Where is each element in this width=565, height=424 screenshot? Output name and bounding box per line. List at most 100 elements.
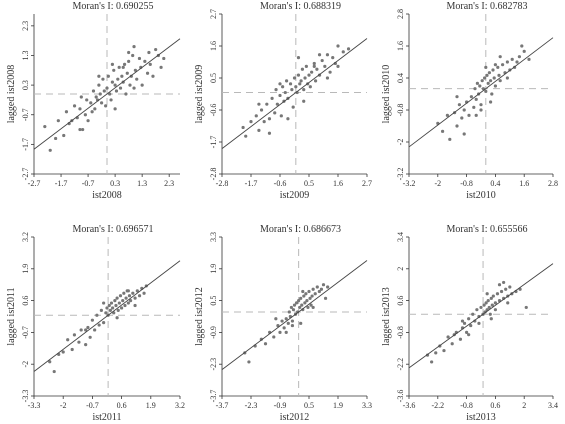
y-tick-label: 1.3 <box>21 50 30 60</box>
data-point <box>114 303 118 308</box>
data-point <box>70 347 74 352</box>
data-point <box>346 47 351 51</box>
y-tick-label: 0.6 <box>396 296 405 306</box>
data-point <box>274 317 278 321</box>
x-tick-label: -3.3 <box>28 401 41 410</box>
data-point <box>483 310 487 314</box>
data-point <box>114 89 119 93</box>
data-point <box>297 299 301 303</box>
data-point <box>501 63 505 67</box>
data-point <box>113 107 117 111</box>
data-point <box>102 89 106 93</box>
panel-title: Moran's I: 0.655566 <box>447 224 528 235</box>
data-point <box>455 124 459 128</box>
y-tick-label: -1.7 <box>209 136 218 149</box>
data-point <box>485 292 489 296</box>
x-tick-label: -2.8 <box>216 179 229 188</box>
data-point <box>278 93 282 98</box>
data-point <box>490 92 494 96</box>
data-point <box>115 316 119 320</box>
data-point <box>132 86 136 90</box>
panel-title: Moran's I: 0.686673 <box>260 224 341 235</box>
data-point <box>471 312 475 316</box>
x-tick-label: -0.7 <box>82 179 95 188</box>
data-point <box>311 287 315 291</box>
data-point <box>460 116 464 120</box>
data-point <box>97 323 101 327</box>
x-tick-label: 0.3 <box>110 179 120 188</box>
regression-line <box>221 38 368 149</box>
data-point <box>91 89 96 93</box>
data-point <box>307 289 311 294</box>
x-tick-label: -1.7 <box>245 179 258 188</box>
x-tick-label: 2 <box>522 401 526 410</box>
y-tick-label: -2.3 <box>209 358 218 371</box>
data-point <box>294 85 298 89</box>
data-point <box>306 305 310 310</box>
data-point <box>110 80 115 84</box>
data-point <box>294 301 299 305</box>
data-point <box>491 294 495 298</box>
data-point <box>291 105 295 109</box>
data-point <box>276 323 280 328</box>
data-point <box>289 305 293 310</box>
data-point <box>479 305 483 310</box>
data-point <box>106 74 110 78</box>
x-tick-label: -2 <box>60 401 67 410</box>
data-point <box>274 88 278 92</box>
data-point <box>506 301 510 305</box>
data-point <box>286 321 290 325</box>
data-point <box>462 132 466 136</box>
data-point <box>313 79 318 83</box>
data-point <box>300 67 305 71</box>
data-point <box>89 101 93 105</box>
y-tick-label: 3.2 <box>21 232 30 242</box>
x-axis-label: ist2010 <box>466 190 495 201</box>
data-point <box>108 308 112 312</box>
data-point <box>304 64 308 68</box>
data-point <box>93 328 97 332</box>
data-point <box>489 317 493 321</box>
data-point <box>54 136 58 141</box>
data-point <box>62 133 66 138</box>
data-point <box>133 303 137 308</box>
x-tick-label: 0.5 <box>304 401 314 410</box>
scatter-panel-3: Moran's I: 0.682783 -3.2 -2 -0.8 0.4 1.6 2.8 -3… <box>381 1 558 201</box>
data-point <box>484 89 488 93</box>
data-point <box>78 107 82 111</box>
data-point <box>247 360 251 364</box>
data-point <box>307 73 311 77</box>
scatter-panel-2: Moran's I: 0.688319 -2.8 -1.7 -0.6 0.5 1.6 2.7… <box>194 1 372 201</box>
x-tick-label: -1.7 <box>55 179 68 188</box>
data-point <box>302 99 306 103</box>
data-point <box>457 103 461 107</box>
data-point <box>78 127 82 132</box>
x-axis-label: ist2009 <box>280 190 309 201</box>
x-tick-label: 0.5 <box>304 179 314 188</box>
y-tick-label: -2.2 <box>396 358 405 371</box>
y-axis-label: lagged ist2011 <box>6 287 17 345</box>
data-point <box>61 350 65 354</box>
data-point <box>292 303 297 307</box>
data-point <box>486 299 490 303</box>
data-point <box>102 321 106 325</box>
data-point <box>98 92 102 96</box>
data-point <box>137 56 142 61</box>
data-point <box>127 294 132 298</box>
data-point <box>111 306 115 310</box>
x-tick-label: 0.6 <box>117 401 127 410</box>
data-point <box>135 77 139 81</box>
x-tick-label: 3.3 <box>362 401 372 410</box>
data-point <box>326 285 330 289</box>
data-point <box>336 64 340 68</box>
data-point <box>462 321 467 325</box>
y-axis-label: lagged ist2012 <box>194 287 205 346</box>
data-point <box>455 95 459 99</box>
data-point <box>474 97 478 101</box>
data-point <box>487 305 491 310</box>
x-tick-label: 1.6 <box>333 179 343 188</box>
data-point <box>257 128 261 132</box>
data-point <box>493 84 497 88</box>
data-point <box>284 79 289 83</box>
data-point <box>88 335 92 339</box>
